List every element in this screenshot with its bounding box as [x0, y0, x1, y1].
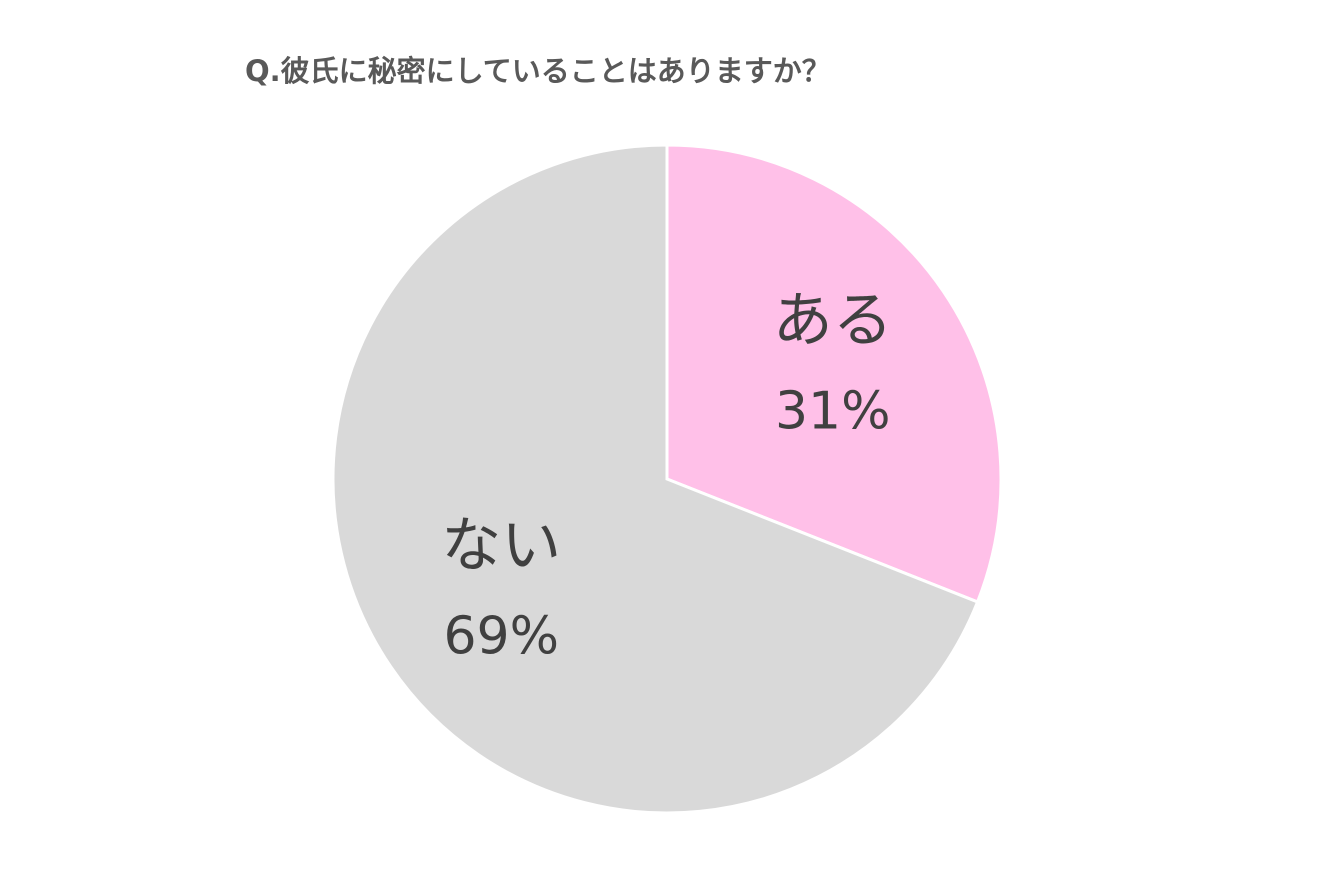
value-label: 69%	[443, 607, 559, 667]
pie-slice	[665, 143, 1003, 604]
value-label: 31%	[775, 381, 891, 441]
category-label: ない	[441, 511, 561, 581]
pie-slice	[331, 143, 980, 815]
chart-title: Q.彼氏に秘密にしていることはありますか？	[245, 54, 831, 88]
category-label: ある	[773, 286, 893, 356]
